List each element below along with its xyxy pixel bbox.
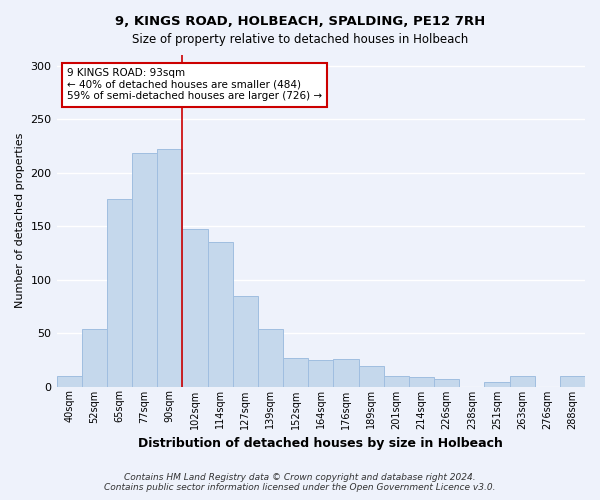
Bar bbox=[82, 329, 107, 386]
Bar bbox=[434, 379, 459, 386]
Bar bbox=[258, 329, 283, 386]
Bar bbox=[233, 296, 258, 386]
Text: 9, KINGS ROAD, HOLBEACH, SPALDING, PE12 7RH: 9, KINGS ROAD, HOLBEACH, SPALDING, PE12 … bbox=[115, 15, 485, 28]
Bar bbox=[509, 376, 535, 386]
Bar bbox=[157, 149, 182, 386]
Bar bbox=[383, 376, 409, 386]
Y-axis label: Number of detached properties: Number of detached properties bbox=[15, 133, 25, 308]
Bar bbox=[283, 358, 308, 386]
Bar bbox=[132, 154, 157, 386]
Text: Contains HM Land Registry data © Crown copyright and database right 2024.
Contai: Contains HM Land Registry data © Crown c… bbox=[104, 473, 496, 492]
Bar bbox=[484, 382, 509, 386]
Bar bbox=[560, 376, 585, 386]
Bar bbox=[208, 242, 233, 386]
Bar bbox=[308, 360, 334, 386]
Text: Size of property relative to detached houses in Holbeach: Size of property relative to detached ho… bbox=[132, 32, 468, 46]
Text: 9 KINGS ROAD: 93sqm
← 40% of detached houses are smaller (484)
59% of semi-detac: 9 KINGS ROAD: 93sqm ← 40% of detached ho… bbox=[67, 68, 322, 102]
X-axis label: Distribution of detached houses by size in Holbeach: Distribution of detached houses by size … bbox=[139, 437, 503, 450]
Bar bbox=[56, 376, 82, 386]
Bar bbox=[182, 230, 208, 386]
Bar bbox=[334, 358, 359, 386]
Bar bbox=[359, 366, 383, 386]
Bar bbox=[409, 377, 434, 386]
Bar bbox=[107, 200, 132, 386]
